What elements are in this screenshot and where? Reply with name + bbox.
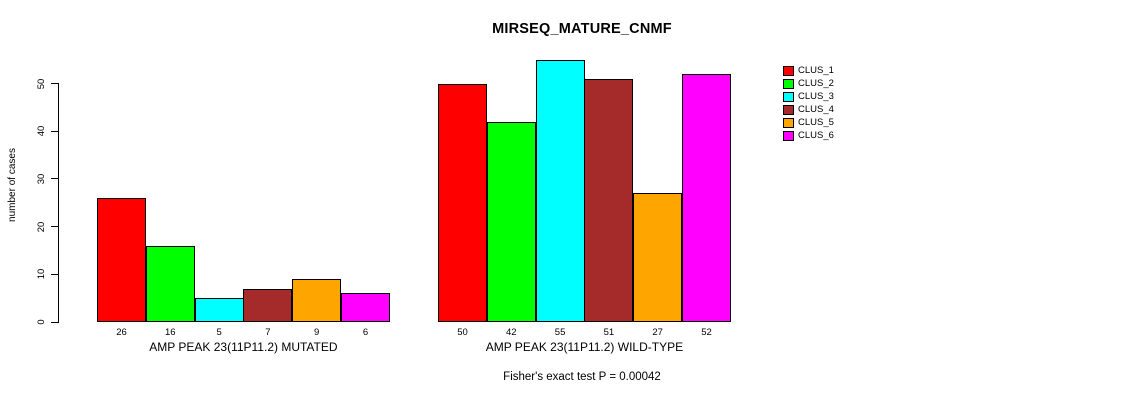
y-axis-tick [51, 226, 59, 228]
bar-clus_6 [682, 73, 731, 322]
y-axis-tick-label: 50 [35, 78, 47, 89]
y-axis-tick-label: 40 [35, 125, 47, 137]
y-axis-tick-label: 20 [35, 221, 47, 232]
bar-value-label: 5 [216, 327, 222, 338]
bar-value-label: 6 [362, 327, 369, 338]
bar-clus_5 [292, 279, 342, 322]
bar-clus_6 [341, 293, 390, 322]
legend-swatch-clus_2 [783, 79, 794, 89]
bar-clus_4 [584, 78, 634, 322]
legend-swatch-clus_3 [783, 92, 794, 102]
y-axis-tick [51, 83, 59, 84]
y-axis-tick-label: 10 [35, 269, 47, 280]
bar-clus_3 [194, 298, 244, 322]
y-axis-tick [51, 178, 59, 180]
legend-swatch-clus_4 [783, 105, 794, 115]
bar-value-label: 42 [506, 327, 517, 338]
group-axis-label: AMP PEAK 23(11P11.2) MUTATED [149, 340, 338, 354]
fisher-test-note: Fisher's exact test P = 0.00042 [503, 371, 661, 383]
legend-label: CLUS_3 [798, 91, 834, 102]
bar-value-label: 52 [701, 327, 712, 338]
bar-clus_1 [97, 197, 146, 322]
y-axis-tick [51, 130, 59, 132]
chart-title: MIRSEQ_MATURE_CNMF [492, 21, 672, 37]
y-axis-tick [51, 273, 59, 275]
y-axis-tick [51, 321, 59, 323]
bar-clus_2 [486, 121, 536, 322]
legend-swatch-clus_5 [783, 118, 794, 128]
bar-value-label: 27 [652, 327, 663, 338]
legend-label: CLUS_1 [798, 65, 834, 76]
legend-swatch-clus_6 [783, 131, 794, 141]
legend-label: CLUS_6 [798, 130, 834, 141]
bar-clus_3 [535, 59, 585, 322]
bar-value-label: 7 [265, 327, 271, 338]
legend-swatch-clus_1 [783, 66, 794, 76]
group-axis-label: AMP PEAK 23(11P11.2) WILD-TYPE [485, 340, 684, 354]
bar-value-label: 9 [314, 327, 320, 338]
bar-value-label: 16 [165, 327, 176, 338]
legend-label: CLUS_4 [798, 104, 834, 115]
bar-clus_2 [145, 245, 195, 322]
bar-value-label: 55 [554, 327, 566, 338]
bar-clus_1 [438, 83, 487, 322]
legend-label: CLUS_2 [798, 78, 834, 89]
y-axis-tick-label: 0 [35, 319, 47, 325]
bar-value-label: 50 [457, 327, 468, 338]
bar-clus_5 [633, 193, 683, 322]
y-axis-tick-label: 30 [35, 173, 47, 185]
legend-label: CLUS_5 [798, 117, 834, 128]
bar-value-label: 51 [603, 327, 615, 338]
bar-clus_4 [243, 288, 293, 322]
bar-value-label: 26 [116, 327, 127, 338]
y-axis-line [58, 83, 59, 322]
